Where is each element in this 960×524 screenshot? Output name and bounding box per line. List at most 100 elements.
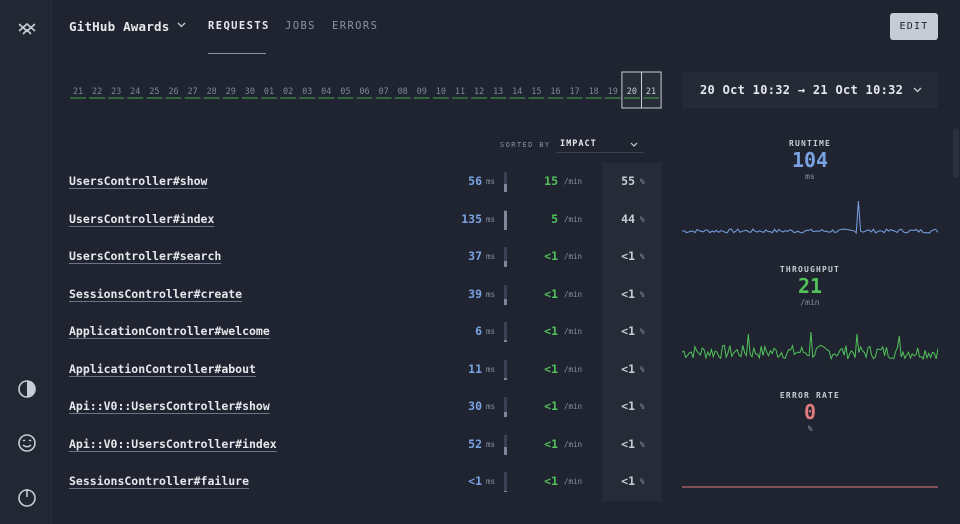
endpoint-name-link[interactable]: UsersController#index bbox=[69, 211, 215, 226]
app-title[interactable]: GitHub Awards bbox=[69, 19, 170, 34]
timeline-day-label[interactable]: 21 bbox=[73, 87, 83, 97]
endpoint-name-link[interactable]: Api::V0::UsersController#show bbox=[69, 399, 270, 413]
endpoint-name-link[interactable]: SessionsController#failure bbox=[69, 474, 250, 488]
table-row[interactable]: Api::V0::UsersController#show 30 ms <1 /… bbox=[52, 388, 664, 425]
endpoint-name-link[interactable]: ApplicationController#about bbox=[69, 361, 256, 376]
timeline-day-label[interactable]: 19 bbox=[608, 87, 618, 97]
throughput-unit: /min bbox=[564, 327, 583, 336]
endpoint-name-link[interactable]: UsersController#search bbox=[69, 249, 222, 263]
impact-unit: % bbox=[640, 402, 645, 411]
timeline-day-label[interactable]: 09 bbox=[417, 87, 427, 97]
impact-value: <1 bbox=[621, 324, 635, 338]
impact-value: <1 bbox=[621, 436, 635, 451]
impact-unit: % bbox=[640, 177, 645, 186]
runtime-value: 135 bbox=[461, 211, 482, 226]
throughput-value: <1 bbox=[544, 361, 558, 376]
timeline-day-label[interactable]: 21 bbox=[646, 87, 656, 97]
tab-jobs[interactable]: JOBS bbox=[285, 20, 316, 32]
timeline-day-label[interactable]: 26 bbox=[168, 87, 178, 97]
runtime-bar bbox=[504, 284, 507, 305]
edit-button[interactable]: EDIT bbox=[890, 13, 938, 40]
timeline-day-label[interactable]: 15 bbox=[531, 87, 541, 97]
timeline-day-label[interactable]: 01 bbox=[264, 87, 274, 97]
error-rate-sparkline bbox=[682, 486, 938, 488]
throughput-value: 15 bbox=[544, 174, 558, 188]
timeline-day-label[interactable]: 05 bbox=[340, 87, 350, 97]
table-row[interactable]: UsersController#index 135 ms 5 /min 44 % bbox=[52, 201, 664, 238]
throughput-unit: /min bbox=[564, 439, 583, 449]
endpoint-name-link[interactable]: SessionsController#create bbox=[69, 286, 243, 301]
runtime-value: 37 bbox=[468, 249, 482, 263]
table-row[interactable]: Api::V0::UsersController#index 52 ms <1 … bbox=[52, 426, 664, 463]
sort-label: SORTED BY bbox=[500, 141, 551, 149]
timeline-day-label[interactable]: 04 bbox=[321, 87, 331, 97]
table-row[interactable]: UsersController#search 37 ms <1 /min <1 … bbox=[52, 238, 664, 275]
throughput-value: <1 bbox=[544, 436, 558, 451]
impact-value: <1 bbox=[621, 249, 635, 263]
impact-column bbox=[602, 163, 662, 501]
date-range-picker[interactable]: 20 Oct 10:32 → 21 Oct 10:32 bbox=[682, 72, 938, 108]
runtime-bar bbox=[504, 247, 507, 267]
tab-requests[interactable]: REQUESTS bbox=[208, 20, 270, 32]
timeline-day-label[interactable]: 07 bbox=[378, 87, 388, 97]
runtime-unit: ms bbox=[486, 439, 496, 449]
impact-unit: % bbox=[640, 252, 645, 261]
timeline-day-label[interactable]: 24 bbox=[130, 87, 140, 97]
sparkline-path bbox=[682, 200, 938, 235]
runtime-value: 30 bbox=[468, 399, 482, 413]
logo-icon[interactable] bbox=[16, 17, 38, 39]
error-rate-value: 0 bbox=[803, 400, 817, 424]
timeline-day-label[interactable]: 27 bbox=[187, 87, 197, 97]
impact-value: 55 bbox=[621, 174, 635, 188]
timeline-day-label[interactable]: 03 bbox=[302, 87, 312, 97]
table-row[interactable]: ApplicationController#about 11 ms <1 /mi… bbox=[52, 351, 664, 388]
timeline-day-label[interactable]: 29 bbox=[226, 87, 236, 97]
impact-value: 44 bbox=[621, 211, 635, 226]
timeline-day-label[interactable]: 06 bbox=[359, 87, 369, 97]
timeline-day-label[interactable]: 10 bbox=[436, 87, 446, 97]
table-row[interactable]: SessionsController#failure <1 ms <1 /min… bbox=[52, 463, 664, 500]
sort-select[interactable]: IMPACT bbox=[556, 137, 644, 153]
power-icon[interactable] bbox=[16, 486, 38, 508]
theme-toggle-icon[interactable] bbox=[16, 378, 38, 400]
runtime-value: 39 bbox=[468, 286, 482, 301]
table-row[interactable]: ApplicationController#welcome 6 ms <1 /m… bbox=[52, 313, 664, 350]
runtime-bar bbox=[504, 172, 507, 192]
endpoint-name-link[interactable]: ApplicationController#welcome bbox=[69, 324, 270, 338]
timeline-day-label[interactable]: 25 bbox=[149, 87, 159, 97]
timeline-day-label[interactable]: 17 bbox=[569, 87, 579, 97]
timeline-day-label[interactable]: 28 bbox=[207, 87, 217, 97]
error-rate-label: ERROR RATE bbox=[779, 391, 841, 400]
runtime-unit: ms bbox=[486, 289, 496, 299]
timeline-day-label[interactable]: 16 bbox=[550, 87, 560, 97]
throughput-value: <1 bbox=[544, 474, 558, 488]
timeline-day-label[interactable]: 08 bbox=[398, 87, 408, 97]
timeline[interactable]: 21 22 23 24 25 26 27 28 29 30 01 02 03 04 05 06 07 08 09 10… bbox=[66, 70, 664, 110]
timeline-day-label[interactable]: 20 bbox=[627, 87, 637, 97]
timeline-day-label[interactable]: 02 bbox=[283, 87, 293, 97]
timeline-day-label[interactable]: 12 bbox=[474, 87, 484, 97]
smiley-icon[interactable] bbox=[16, 432, 38, 454]
runtime-metric: RUNTIME 104 ms bbox=[682, 139, 938, 181]
timeline-chart[interactable]: 21 22 23 24 25 26 27 28 29 30 01 02 03 04 05 06 07 08 09 10… bbox=[66, 70, 664, 110]
impact-unit: % bbox=[640, 214, 645, 224]
impact-unit: % bbox=[640, 327, 645, 336]
chevron-down-icon[interactable] bbox=[177, 22, 186, 28]
table-row[interactable]: UsersController#show 56 ms 15 /min 55 % bbox=[52, 163, 664, 200]
table-row[interactable]: SessionsController#create 39 ms <1 /min … bbox=[52, 276, 664, 313]
throughput-unit: /min bbox=[564, 177, 583, 186]
timeline-day-label[interactable]: 30 bbox=[245, 87, 255, 97]
scrollbar[interactable] bbox=[953, 128, 959, 178]
timeline-day-label[interactable]: 13 bbox=[493, 87, 503, 97]
chevron-down-icon bbox=[913, 87, 922, 93]
timeline-day-label[interactable]: 11 bbox=[455, 87, 465, 97]
runtime-value: 6 bbox=[475, 324, 482, 338]
throughput-value: <1 bbox=[544, 286, 558, 301]
endpoint-name-link[interactable]: Api::V0::UsersController#index bbox=[69, 436, 277, 451]
timeline-day-label[interactable]: 22 bbox=[92, 87, 102, 97]
timeline-day-label[interactable]: 23 bbox=[111, 87, 121, 97]
endpoint-name-link[interactable]: UsersController#show bbox=[69, 174, 208, 188]
tab-errors[interactable]: ERRORS bbox=[332, 20, 379, 32]
timeline-day-label[interactable]: 14 bbox=[512, 87, 522, 97]
timeline-day-label[interactable]: 18 bbox=[589, 87, 599, 97]
